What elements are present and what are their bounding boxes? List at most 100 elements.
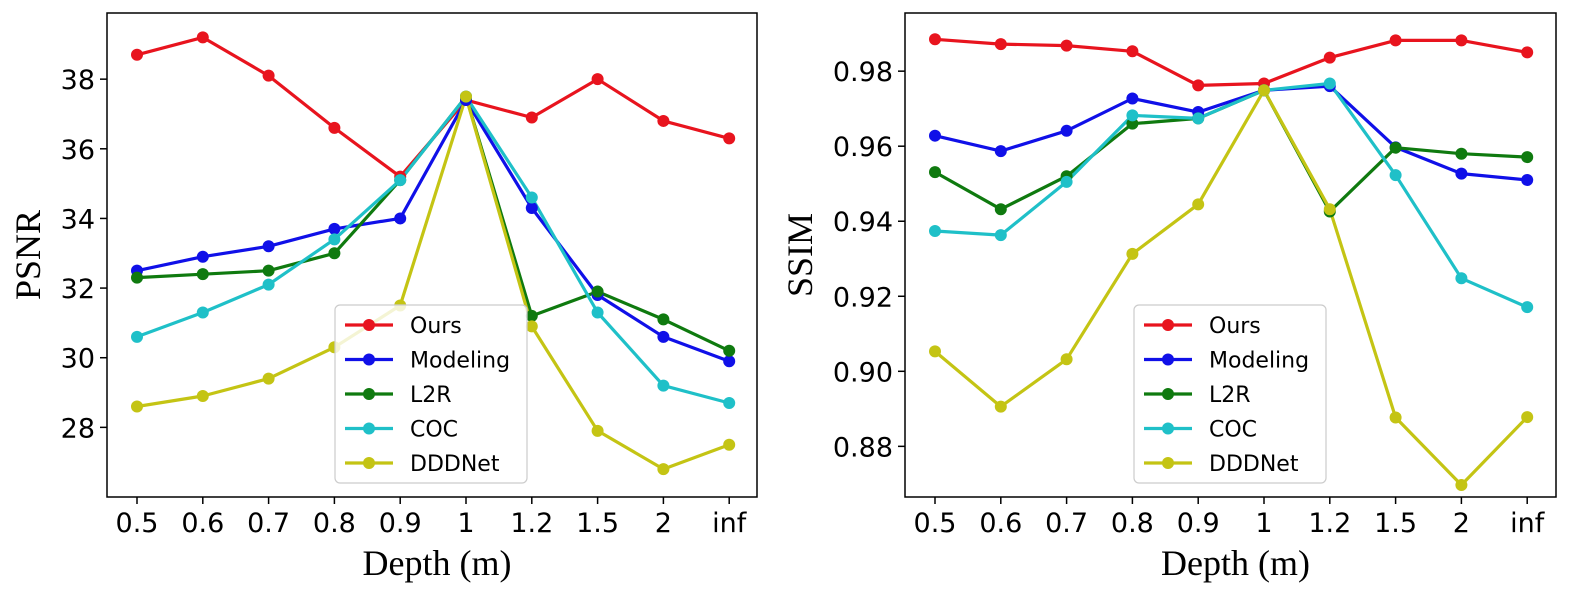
legend-box: [1133, 304, 1327, 484]
data-point: [1455, 272, 1468, 285]
data-point: [1323, 203, 1336, 216]
legend-swatch-marker: [363, 457, 375, 469]
x-tick-label: 1.5: [1374, 508, 1417, 539]
legend-item-dddnet: DDDNet: [345, 452, 500, 477]
data-point: [657, 379, 670, 392]
data-point: [723, 355, 736, 368]
x-axis-title: Depth (m): [363, 543, 512, 583]
data-point: [525, 111, 538, 124]
data-point: [525, 201, 538, 214]
data-point: [328, 222, 341, 235]
y-tick-label: 0.96: [833, 132, 893, 163]
x-tick-label: 0.9: [1177, 508, 1220, 539]
data-point: [723, 344, 736, 357]
legend: Ours Modeling L2R COC DDDNet: [1133, 304, 1327, 484]
data-point: [262, 264, 275, 277]
y-tick-label: 38: [61, 65, 95, 96]
x-tick-label: 0.7: [1045, 508, 1088, 539]
x-tick-label: 0.7: [247, 508, 290, 539]
x-tick-label: 0.8: [313, 508, 356, 539]
y-tick-label: 0.90: [833, 357, 893, 388]
data-point: [723, 396, 736, 409]
legend-swatch-marker: [363, 353, 375, 366]
legend-swatch-marker: [1162, 353, 1174, 366]
data-point: [1060, 124, 1073, 137]
x-axis-title: Depth (m): [1161, 543, 1310, 583]
data-point: [929, 129, 941, 142]
data-point: [1455, 478, 1468, 491]
legend-swatch-marker: [1162, 457, 1174, 469]
x-tick-label: 1: [1255, 508, 1272, 539]
series-line-modeling: [934, 84, 1528, 182]
data-point: [1389, 141, 1402, 154]
data-point: [1389, 169, 1402, 182]
data-point: [328, 247, 341, 260]
x-tick-label: 1: [457, 508, 474, 539]
x-tick-label: 0.5: [116, 508, 159, 539]
series-line-modeling: [136, 98, 730, 363]
data-point: [994, 400, 1007, 413]
data-point: [1126, 247, 1139, 260]
x-tick-label: 0.9: [379, 508, 422, 539]
series-line-dddnet: [136, 94, 730, 471]
legend-item-modeling: Modeling: [1144, 349, 1309, 374]
data-point: [1455, 147, 1468, 160]
series-line-ours: [136, 35, 730, 179]
data-point: [1192, 79, 1205, 92]
data-point: [262, 69, 275, 82]
data-point: [657, 330, 670, 343]
data-point: [723, 438, 736, 451]
data-point: [1521, 173, 1534, 186]
data-point: [657, 463, 670, 476]
series-line-coc: [136, 94, 730, 405]
data-point: [1126, 45, 1139, 58]
chart-panel-1: 0.5 0.6 0.7 0.8 0.9 1 1.2 1.5 2 inf 28 30 32 34 36 38 De…: [8, 12, 758, 583]
legend-label: Ours: [410, 314, 462, 339]
data-point: [1389, 34, 1402, 47]
data-point: [460, 90, 472, 103]
data-point: [591, 424, 604, 437]
y-tick-label: 36: [61, 135, 95, 166]
x-tick-label: 1.2: [510, 508, 553, 539]
data-point: [657, 114, 670, 127]
series-lines: [933, 37, 1529, 487]
legend-item-modeling: Modeling: [345, 349, 510, 374]
x-tick-label: 0.6: [979, 508, 1022, 539]
data-point: [131, 400, 143, 413]
data-point: [1455, 167, 1468, 180]
y-tick-label: 34: [61, 204, 95, 235]
legend-label: DDDNet: [1209, 452, 1299, 477]
x-tick-label: 2: [1453, 508, 1470, 539]
data-point: [657, 313, 670, 326]
legend-item-l2r: L2R: [345, 383, 452, 408]
series-line-coc: [934, 81, 1528, 309]
data-point: [262, 372, 275, 385]
y-tick-label: 32: [61, 274, 95, 305]
series-dddnet-points: [929, 84, 1534, 491]
data-point: [723, 132, 736, 145]
data-point: [196, 268, 209, 281]
x-tick-label: 0.5: [914, 508, 957, 539]
data-point: [591, 285, 604, 298]
series-line-l2r: [934, 88, 1528, 214]
data-point: [1455, 34, 1468, 47]
data-point: [591, 306, 604, 319]
legend-swatch-marker: [363, 422, 375, 435]
legend-label: Ours: [1209, 314, 1261, 339]
plot-frame: [106, 12, 758, 498]
data-point: [929, 166, 941, 179]
data-point: [196, 390, 209, 403]
series-markers: [929, 33, 1534, 491]
legend-item-coc: COC: [1144, 418, 1257, 443]
x-tick-label: 0.8: [1111, 508, 1154, 539]
data-point: [328, 233, 341, 246]
data-point: [1060, 175, 1073, 188]
data-point: [994, 145, 1007, 158]
data-point: [929, 224, 941, 237]
y-axis-title: PSNR: [8, 210, 48, 300]
data-point: [262, 278, 275, 291]
legend-swatch-marker: [1162, 422, 1174, 435]
series-lines: [136, 35, 730, 471]
legend-label: DDDNet: [410, 452, 500, 477]
legend-box: [334, 304, 528, 484]
